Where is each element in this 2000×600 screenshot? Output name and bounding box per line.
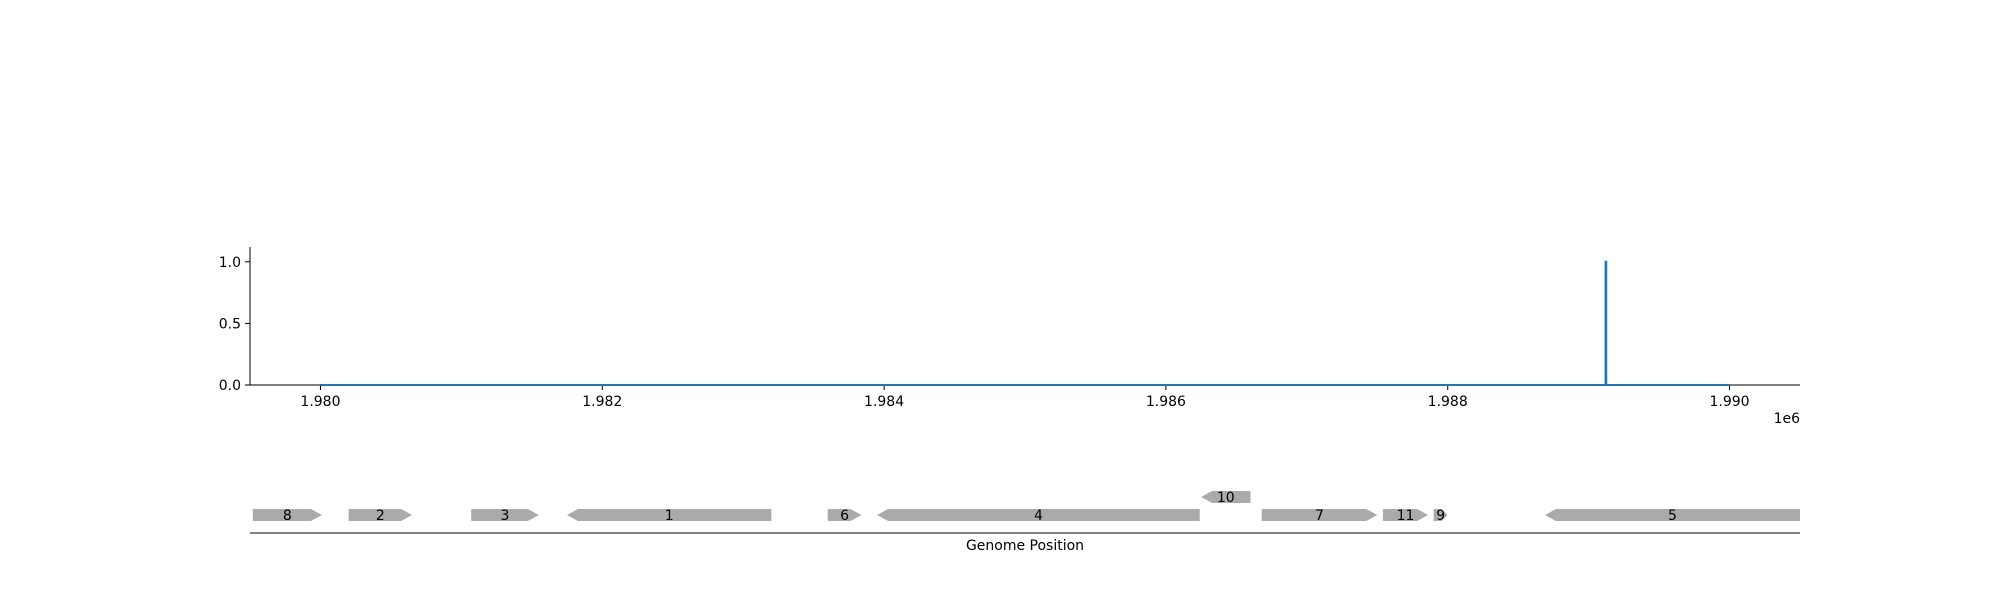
x-tick-label: 1.984 [864, 394, 904, 410]
gene-arrow-7 [1261, 509, 1378, 521]
gene-arrow-2 [348, 509, 412, 521]
gene-arrow-3 [471, 509, 539, 521]
y-tick-group: 0.0 0.5 1.0 [219, 255, 250, 394]
gene-arrow-6 [827, 509, 862, 521]
x-tick-label: 1.980 [300, 394, 340, 410]
y-tick-label: 0.0 [219, 378, 241, 394]
x-offset-label: 1e6 [1774, 411, 1801, 427]
gene-group: 8 2 3 1 6 4 10 7 11 9 5 [252, 490, 1800, 524]
gene-arrow-10 [1201, 491, 1251, 503]
gene-label-11: 11 [1397, 508, 1415, 524]
gene-label-1: 1 [665, 508, 674, 524]
x-tick-group: 1.980 1.982 1.984 1.986 1.988 1.990 [300, 385, 1750, 410]
y-tick-label: 1.0 [219, 255, 241, 271]
gene-track-xlabel: Genome Position [966, 538, 1084, 554]
gene-label-5: 5 [1668, 508, 1677, 524]
coverage-plot: 1.980 1.982 1.984 1.986 1.988 1.990 0.0 0.5 1.0… [219, 247, 1800, 427]
gene-arrow-4 [877, 509, 1200, 521]
gene-label-7: 7 [1315, 508, 1324, 524]
gene-label-3: 3 [501, 508, 510, 524]
gene-label-8: 8 [283, 508, 292, 524]
x-tick-label: 1.986 [1146, 394, 1186, 410]
gene-label-4: 4 [1034, 508, 1043, 524]
gene-label-10: 10 [1217, 490, 1235, 506]
gene-track: 8 2 3 1 6 4 10 7 11 9 5 Genome Position [250, 490, 1800, 554]
gene-arrow-9 [1433, 509, 1448, 521]
x-tick-label: 1.988 [1428, 394, 1468, 410]
gene-arrow-1 [567, 509, 772, 521]
x-tick-label: 1.982 [582, 394, 622, 410]
gene-arrow-11 [1382, 509, 1428, 521]
y-tick-label: 0.5 [219, 316, 241, 332]
gene-label-6: 6 [840, 508, 849, 524]
gene-label-9: 9 [1436, 508, 1445, 524]
gene-arrow-8 [252, 509, 322, 521]
coverage-series-line [320, 260, 1730, 386]
gene-arrow-5 [1545, 509, 1800, 521]
x-tick-label: 1.990 [1709, 394, 1749, 410]
gene-label-2: 2 [376, 508, 385, 524]
